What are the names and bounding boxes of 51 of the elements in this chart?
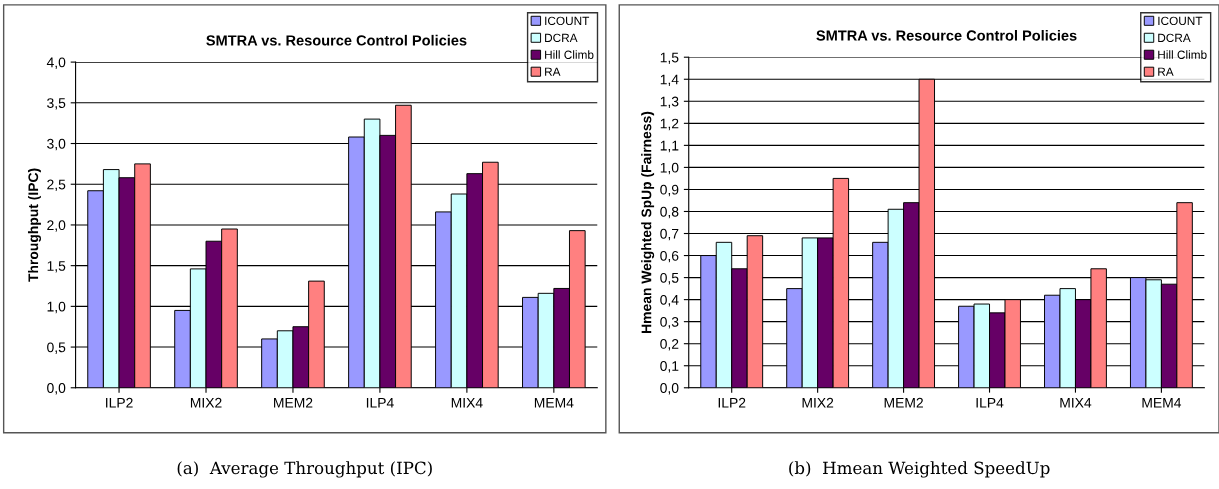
x-tick-label: MEM2 bbox=[274, 397, 313, 408]
y-axis-title: Hmean Weighted SpUp (Fairness) bbox=[641, 111, 655, 333]
legend-label: ICOUNT bbox=[1158, 16, 1203, 26]
y-tick-label: 0,0 bbox=[47, 383, 66, 395]
y-tick-label: 0,8 bbox=[660, 206, 679, 219]
x-tick-label: ILP2 bbox=[106, 397, 133, 408]
y-tick-label: 1,5 bbox=[660, 52, 679, 65]
chart-title: SMTRA vs. Resource Control Policies bbox=[206, 34, 467, 46]
x-tick-label: ILP4 bbox=[976, 398, 1004, 408]
text: (a) Average Throughput (IPC) bbox=[177, 461, 432, 478]
y-tick-label: 1,1 bbox=[660, 140, 679, 153]
y-tick-label: 0,9 bbox=[660, 184, 679, 197]
y-tick-label: 0,2 bbox=[660, 339, 679, 351]
y-axis-title: Throughput (IPC) bbox=[27, 168, 41, 282]
legend-label: Hill Climb bbox=[545, 50, 594, 59]
chart-title: SMTRA vs. Resource Control Policies bbox=[816, 29, 1077, 41]
y-tick-label: 0,7 bbox=[660, 228, 679, 241]
y-tick-label: 3,0 bbox=[47, 138, 66, 151]
y-tick-label: 1,0 bbox=[47, 301, 66, 314]
x-tick-label: MIX4 bbox=[1060, 398, 1092, 408]
legend-label: RA bbox=[1158, 67, 1174, 76]
legend-label: Hill Climb bbox=[1158, 50, 1207, 59]
y-tick-label: 0,5 bbox=[660, 272, 679, 285]
y-tick-label: 0,3 bbox=[660, 317, 679, 329]
x-tick-label: ILP4 bbox=[366, 398, 394, 408]
legend-label: DCRA bbox=[545, 33, 578, 42]
legend-label: ICOUNT bbox=[545, 16, 590, 26]
x-tick-label: MEM2 bbox=[884, 397, 923, 408]
y-tick-label: 0,4 bbox=[660, 294, 679, 307]
y-tick-label: 1,3 bbox=[660, 96, 679, 109]
y-tick-label: 0,0 bbox=[660, 383, 679, 395]
y-tick-label: 4,0 bbox=[46, 57, 66, 69]
y-tick-label: 2,5 bbox=[47, 179, 66, 192]
y-tick-label: 2,0 bbox=[47, 220, 66, 232]
x-tick-label: MEM4 bbox=[534, 398, 574, 408]
y-tick-label: 1,2 bbox=[660, 118, 679, 131]
legend-label: DCRA bbox=[1158, 33, 1191, 42]
x-tick-label: MIX4 bbox=[451, 398, 483, 408]
y-tick-label: 0,6 bbox=[660, 250, 679, 263]
y-tick-label: 1,4 bbox=[660, 74, 679, 87]
y-tick-label: 0,1 bbox=[660, 361, 679, 373]
y-tick-label: 0,5 bbox=[47, 342, 66, 354]
y-tick-label: 1,0 bbox=[660, 162, 679, 175]
y-tick-label: 3,5 bbox=[47, 98, 66, 110]
x-tick-label: MEM4 bbox=[1142, 398, 1182, 408]
y-tick-label: 1,5 bbox=[47, 261, 66, 273]
text: (b) Hmean Weighted SpeedUp bbox=[789, 461, 1050, 478]
x-tick-label: MIX2 bbox=[190, 397, 222, 408]
x-tick-label: MIX2 bbox=[802, 397, 834, 408]
legend-label: RA bbox=[545, 67, 561, 76]
x-tick-label: ILP2 bbox=[718, 397, 746, 408]
